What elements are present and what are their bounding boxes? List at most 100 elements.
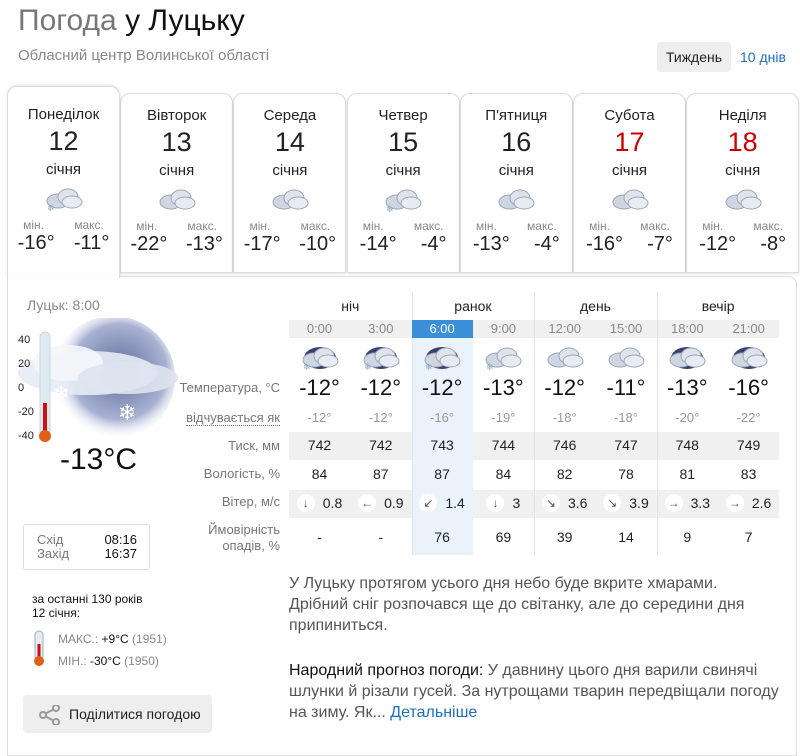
temp-cell: -11° bbox=[606, 375, 646, 400]
day-tab-4[interactable]: П'ятниця 16 січня мін. макс. -13° -4° bbox=[459, 93, 573, 273]
share-icon bbox=[39, 705, 60, 725]
title-city: у Луцьку bbox=[125, 4, 245, 37]
day-month: січня bbox=[272, 162, 308, 179]
thermometer-scale: 40 20 0 -20 -40 bbox=[18, 328, 34, 448]
wind-cell: → 3.3 bbox=[657, 494, 718, 512]
time-cell[interactable]: 21:00 bbox=[732, 321, 765, 336]
cloud-icon bbox=[534, 343, 595, 378]
day-tab-3[interactable]: Четвер 15 січня ❄ мін. макс. -14° -4° bbox=[346, 93, 460, 273]
svg-text:❄: ❄ bbox=[486, 362, 494, 372]
cloud-snow-icon: ❄❄ bbox=[18, 318, 178, 438]
min-max-labels: мін. макс. bbox=[461, 219, 572, 233]
temp-cell: -13° bbox=[666, 375, 708, 400]
time-cell[interactable]: 12:00 bbox=[548, 321, 581, 336]
cloud-snow-icon: ❄ bbox=[381, 185, 425, 215]
min-max-values: -22° -13° bbox=[121, 233, 232, 256]
scale-tick: -40 bbox=[18, 430, 34, 442]
day-tab-2[interactable]: Середа 14 січня мін. макс. -17° -10° bbox=[233, 93, 347, 273]
wind-speed: 3.6 bbox=[567, 495, 588, 511]
feels-cell: -16° bbox=[430, 410, 455, 425]
wind-cell: ↓ 3 bbox=[473, 494, 534, 512]
share-button[interactable]: Поділитися погодою bbox=[23, 695, 212, 733]
day-tab-0[interactable]: Понеділок 12 січня ❄ мін. макс. -16° -11° bbox=[7, 86, 120, 278]
folk-forecast: Народний прогноз погоди: У давнину цього… bbox=[289, 660, 784, 723]
wind-speed: 3.3 bbox=[690, 495, 711, 511]
pressure-cell: 747 bbox=[614, 437, 638, 453]
day-date: 16 bbox=[501, 127, 532, 157]
time-cell[interactable]: 0:00 bbox=[306, 321, 333, 336]
feels-cell: -22° bbox=[736, 410, 761, 425]
period-2: день bbox=[579, 298, 611, 314]
pressure-cell: 742 bbox=[369, 437, 393, 453]
wind-direction-icon: ↓ bbox=[296, 494, 315, 512]
min-max-labels: мін. макс. bbox=[121, 219, 232, 233]
sunrise-time: 08:16 bbox=[104, 532, 137, 547]
min-max-values: -16° -7° bbox=[574, 233, 685, 256]
day-month: січня bbox=[725, 162, 761, 179]
wind-direction-icon: ↘ bbox=[603, 494, 622, 512]
time-cell[interactable]: 3:00 bbox=[368, 321, 394, 336]
night-cloud-icon bbox=[657, 343, 718, 378]
row-label-precip: Ймовірність опадів, % bbox=[208, 522, 280, 554]
temp-cell: -16° bbox=[728, 375, 769, 400]
wind-cell: ↙ 1.4 bbox=[412, 494, 473, 512]
day-date: 12 bbox=[48, 126, 79, 156]
time-cell[interactable]: 9:00 bbox=[490, 321, 517, 336]
min-temp: -12° bbox=[699, 233, 737, 255]
day-date: 18 bbox=[727, 127, 758, 157]
precip-label-line2: опадів, % bbox=[222, 538, 280, 553]
min-label: мін. bbox=[362, 219, 384, 233]
min-max-labels: мін. макс. bbox=[234, 219, 345, 233]
min-max-labels: мін. макс. bbox=[8, 218, 119, 232]
humidity-cell: 81 bbox=[679, 466, 696, 482]
temp-cell: -12° bbox=[544, 375, 585, 400]
day-tab-1[interactable]: Вівторок 13 січня мін. макс. -22° -13° bbox=[120, 93, 234, 273]
temp-cell: -12° bbox=[360, 375, 402, 400]
sunrise-label: Схід bbox=[37, 532, 64, 547]
ten-days-link[interactable]: 10 днів bbox=[740, 49, 786, 65]
cloud-snow-icon: ❄ bbox=[473, 343, 534, 378]
day-month: січня bbox=[159, 162, 195, 179]
history-line2: 12 січня: bbox=[32, 606, 81, 620]
day-tab-6[interactable]: Неділя 18 січня мін. макс. -12° -8° bbox=[686, 93, 800, 273]
wind-speed: 3 bbox=[512, 495, 521, 511]
precip-cell: 14 bbox=[618, 529, 634, 545]
day-name: П'ятниця bbox=[485, 107, 548, 124]
period-separator bbox=[411, 292, 413, 555]
row-label-feels[interactable]: відчувається як bbox=[186, 410, 280, 426]
period-separator bbox=[534, 292, 536, 555]
day-date: 17 bbox=[614, 127, 645, 157]
highlight-column bbox=[411, 338, 473, 555]
pressure-band bbox=[289, 432, 779, 460]
time-cell[interactable]: 15:00 bbox=[609, 321, 643, 336]
time-cell[interactable]: 6:00 bbox=[411, 320, 473, 338]
precip-label-line1: Ймовірність bbox=[208, 522, 280, 537]
week-button[interactable]: Тиждень bbox=[657, 42, 731, 72]
precip-cell: - bbox=[317, 529, 322, 545]
day-tab-5[interactable]: Субота 17 січня мін. макс. -16° -7° bbox=[573, 93, 686, 273]
pressure-cell: 742 bbox=[307, 437, 332, 453]
details-link[interactable]: Детальніше bbox=[390, 704, 478, 721]
max-label: макс. bbox=[640, 219, 670, 233]
scale-tick: 20 bbox=[18, 358, 31, 370]
day-description: У Луцьку протягом усього дня небо буде в… bbox=[289, 575, 745, 634]
precip-cell: 76 bbox=[434, 529, 450, 545]
min-max-labels: мін. макс. bbox=[574, 219, 685, 233]
svg-text:❄: ❄ bbox=[425, 362, 433, 372]
day-name: Субота bbox=[604, 107, 655, 124]
cloud-icon bbox=[721, 185, 765, 215]
thermometer-icon bbox=[39, 331, 51, 442]
time-cell[interactable]: 18:00 bbox=[671, 321, 704, 336]
precip-cell: 9 bbox=[683, 529, 692, 545]
cloud-snow-icon: ❄ bbox=[42, 184, 86, 214]
max-label: макс. bbox=[527, 219, 557, 233]
precip-cell: - bbox=[378, 529, 384, 545]
feels-cell: -20° bbox=[675, 410, 700, 425]
min-max-labels: мін. макс. bbox=[687, 219, 798, 233]
max-temp: -13° bbox=[185, 233, 223, 255]
night-cloud-snow-icon: ❄ bbox=[350, 343, 411, 378]
day-month: січня bbox=[611, 162, 648, 179]
wind-speed: 3.9 bbox=[629, 495, 649, 511]
precip-cell: 7 bbox=[744, 529, 753, 545]
min-label: мін. bbox=[702, 219, 724, 233]
